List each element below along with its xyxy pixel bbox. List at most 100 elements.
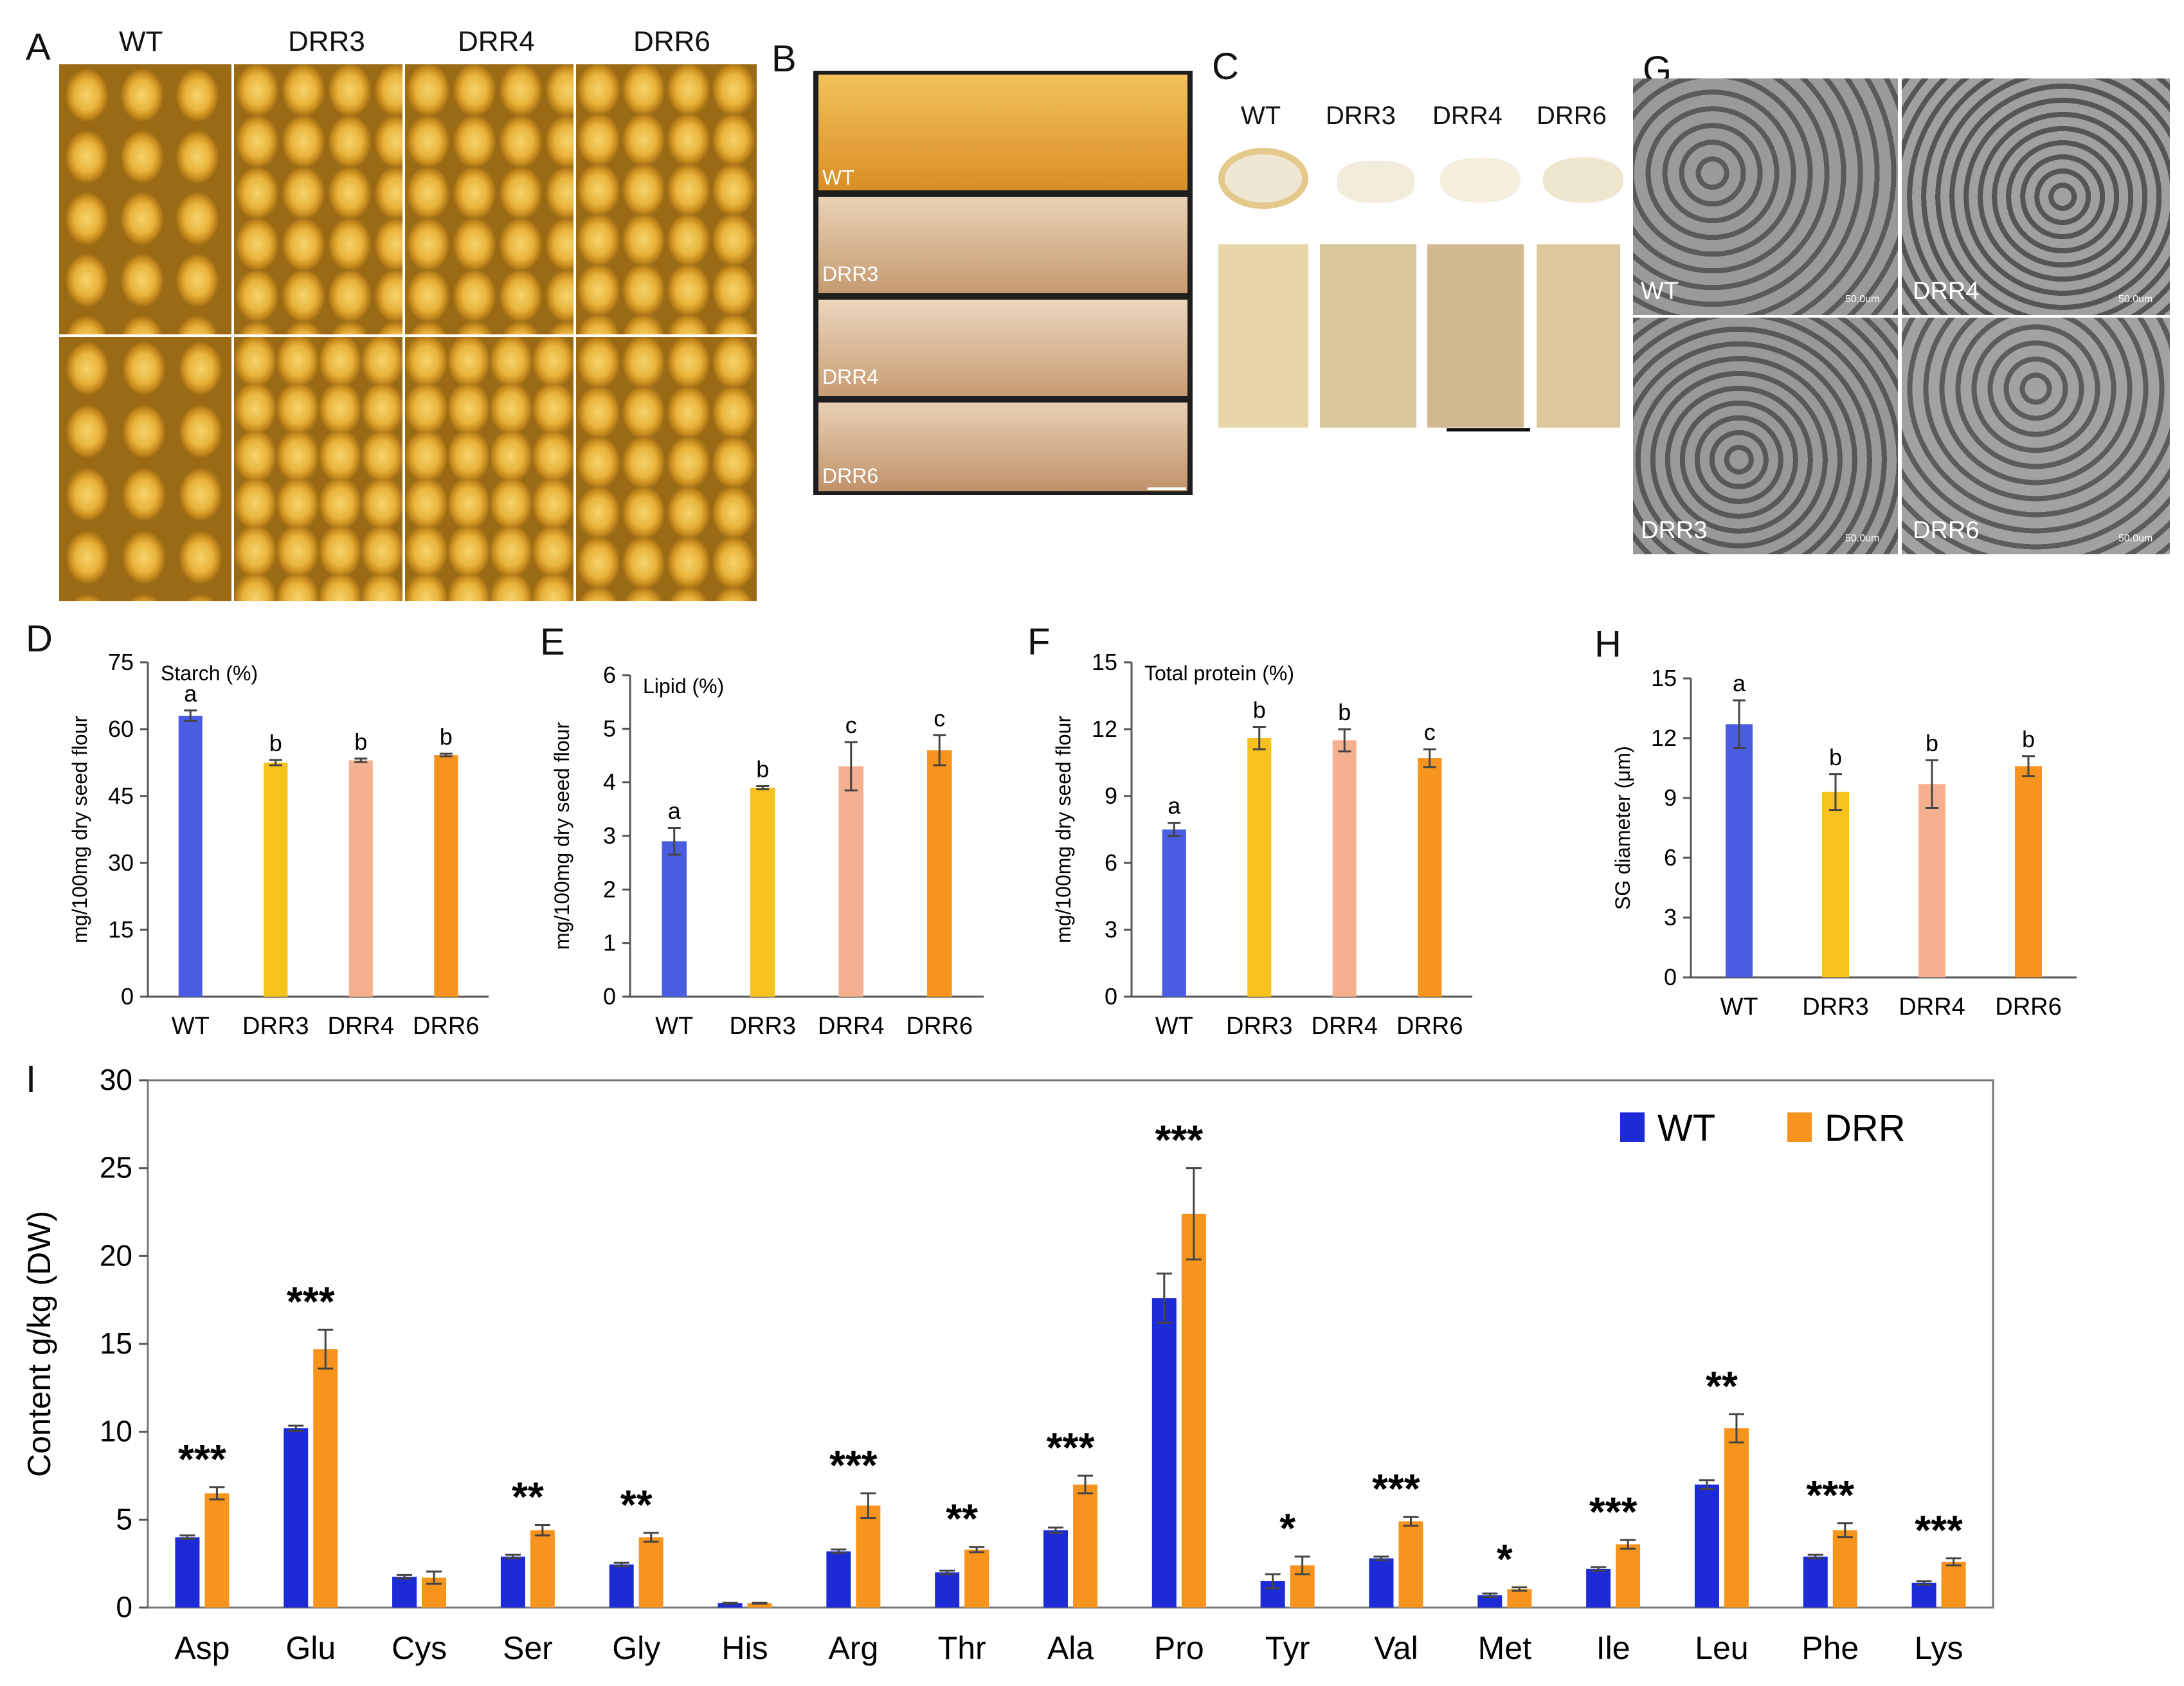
sem-label-drr6: DRR6 (1913, 517, 1980, 544)
sem-image-wt (1633, 78, 1898, 315)
significance-letter: c (1424, 719, 1436, 745)
x-tick-label: DRR4 (1899, 993, 1965, 1020)
significance-stars: *** (287, 1278, 335, 1325)
y-tick-label: 2 (603, 876, 616, 902)
bar-wt-thr (935, 1572, 960, 1608)
bar-wt-cys (392, 1577, 417, 1608)
y-tick-label: 6 (603, 662, 616, 688)
significance-stars: *** (178, 1436, 226, 1482)
long-section-drr6 (1537, 244, 1620, 428)
y-tick-label: 15 (1651, 665, 1677, 691)
sem-image-drr6 (1902, 318, 2170, 554)
panel-letter-b: B (772, 38, 797, 80)
significance-letter: a (1733, 670, 1746, 696)
x-tick-label: DRR3 (242, 1013, 309, 1040)
x-tick-label: Arg (828, 1630, 878, 1666)
bar-drr-met (1507, 1589, 1532, 1608)
sem-scale-drr3: 50.0um (1845, 533, 1880, 544)
panel-a-header-wt: WT (119, 26, 163, 57)
y-tick-label: 9 (1664, 784, 1677, 811)
chart-title: Starch (%) (161, 662, 258, 685)
bar-wt-ala (1043, 1530, 1068, 1608)
panel-c-header-drr4: DRR4 (1432, 102, 1503, 130)
sem-image-drr4 (1902, 78, 2170, 315)
y-axis-label: mg/100mg dry seed flour (1052, 716, 1075, 943)
y-axis-label: mg/100mg dry seed flour (68, 716, 91, 943)
sem-label-drr3: DRR3 (1641, 517, 1708, 544)
bar-drr3 (264, 763, 288, 997)
bar-wt-val (1369, 1558, 1394, 1608)
y-tick-label: 12 (1092, 716, 1117, 742)
sem-image-drr3 (1633, 318, 1898, 554)
bar-drr-ser (530, 1530, 555, 1608)
significance-letter: b (756, 756, 769, 783)
legend-swatch-wt (1620, 1112, 1645, 1142)
bar-drr-pro (1181, 1213, 1206, 1608)
y-tick-label: 5 (603, 715, 616, 741)
y-tick-label: 0 (1105, 983, 1117, 1010)
y-tick-label: 0 (1664, 964, 1677, 990)
bar-drr-glu (313, 1349, 338, 1608)
bar-wt (1726, 724, 1753, 977)
long-section-wt (1218, 244, 1308, 428)
x-tick-label: Met (1478, 1630, 1531, 1666)
x-tick-label: DRR4 (1312, 1013, 1378, 1040)
x-tick-label: Asp (174, 1630, 230, 1666)
y-tick-label: 10 (100, 1415, 132, 1448)
bar-wt-arg (826, 1551, 851, 1608)
bar-drr3 (750, 788, 775, 997)
bar-wt-his (717, 1603, 743, 1608)
kernel-label-drr6: DRR6 (822, 464, 879, 487)
ear-photo-drr6-bottom (576, 337, 757, 601)
significance-letter: b (1829, 744, 1842, 770)
kernel-row-drr3 (818, 197, 1187, 293)
bar-drr-ile (1616, 1544, 1641, 1608)
sem-label-drr4: DRR4 (1913, 278, 1980, 305)
bar-wt-phe (1803, 1556, 1828, 1608)
cross-section-wt (1218, 148, 1308, 209)
x-tick-label: Lys (1915, 1630, 1963, 1666)
y-tick-label: 9 (1105, 783, 1117, 809)
bar-drr6 (927, 750, 952, 997)
long-section-drr4 (1427, 244, 1524, 428)
significance-letter: b (2022, 726, 2035, 752)
x-tick-label: Leu (1695, 1630, 1748, 1666)
ear-photo-drr6-top (576, 64, 757, 334)
panel-letter-e: E (540, 621, 565, 663)
chart-title: Lipid (%) (643, 675, 724, 698)
y-tick-label: 0 (116, 1590, 132, 1624)
x-tick-label: Val (1374, 1630, 1418, 1666)
y-tick-label: 60 (108, 716, 134, 742)
y-tick-label: 6 (1105, 849, 1117, 876)
bar-drr-val (1398, 1521, 1423, 1608)
chart-h-sg-diameter: 0 3 6 9 12 15 SG diameter (μm) a WT b DRR3 b DRR4 b DR… (1611, 665, 2077, 1020)
x-tick-label: Pro (1154, 1630, 1204, 1666)
bar-drr-his (747, 1603, 772, 1608)
x-tick-label: DRR3 (1226, 1013, 1292, 1040)
kernel-row-wt (818, 75, 1187, 190)
panel-c-sections (1218, 148, 1623, 431)
ear-photo-drr4-bottom (405, 337, 573, 601)
y-tick-label: 20 (100, 1238, 132, 1272)
sem-scale-wt: 50.0um (1845, 294, 1880, 305)
x-tick-label: DRR3 (1802, 993, 1868, 1020)
bar-drr6 (434, 755, 458, 997)
chart-title: Total protein (%) (1144, 662, 1294, 685)
significance-letter: b (354, 729, 367, 755)
significance-stars: *** (1155, 1117, 1203, 1163)
chart-f-protein: 0 3 6 9 12 15 Total protein (%) mg/100mg dry se… (1052, 649, 1472, 1040)
bar-wt-leu (1694, 1484, 1719, 1608)
x-tick-label: Ala (1047, 1630, 1094, 1666)
long-section-drr3 (1320, 244, 1416, 428)
significance-letter: a (1168, 793, 1181, 819)
bar-wt-pro (1151, 1298, 1177, 1608)
panel-a-header-drr3: DRR3 (288, 26, 365, 57)
y-axis-label: mg/100mg dry seed flour (550, 722, 573, 950)
ear-photo-drr3-bottom (234, 337, 402, 601)
kernel-label-drr4: DRR4 (822, 365, 879, 388)
bar-wt (1162, 829, 1186, 997)
significance-letter: b (1338, 699, 1351, 725)
panel-b-kernel-rows: WT DRR3 DRR4 DRR6 (813, 71, 1193, 495)
bar-wt-met (1477, 1595, 1503, 1608)
bar-wt (662, 841, 687, 997)
